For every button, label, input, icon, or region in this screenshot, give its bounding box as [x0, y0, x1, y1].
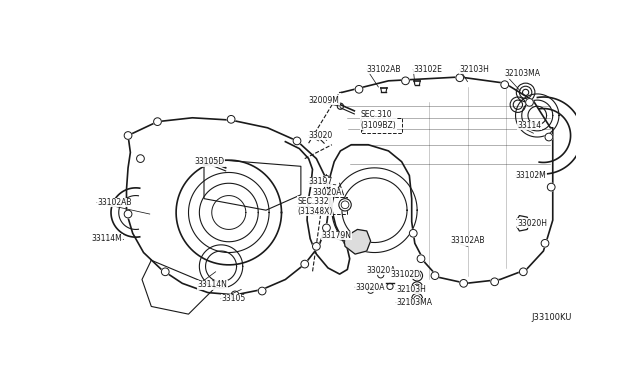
Circle shape: [355, 86, 363, 93]
Text: 33105: 33105: [221, 294, 245, 303]
Text: 33020A: 33020A: [367, 266, 396, 275]
Text: 33020A: 33020A: [312, 188, 342, 197]
Text: 32009M: 32009M: [308, 96, 339, 105]
Circle shape: [431, 272, 439, 279]
Circle shape: [231, 291, 239, 299]
Circle shape: [541, 240, 549, 247]
Circle shape: [367, 287, 374, 294]
Circle shape: [259, 287, 266, 295]
Circle shape: [339, 199, 351, 211]
Text: 32103H: 32103H: [460, 65, 490, 74]
Text: 32103MA: 32103MA: [505, 70, 541, 78]
Text: 33102E: 33102E: [413, 65, 442, 74]
Circle shape: [227, 115, 235, 123]
Circle shape: [417, 255, 425, 263]
Circle shape: [456, 74, 463, 81]
Circle shape: [520, 268, 527, 276]
Text: 33102M: 33102M: [516, 171, 547, 180]
Circle shape: [312, 243, 320, 250]
Circle shape: [525, 99, 533, 106]
Text: 33114N: 33114N: [198, 280, 228, 289]
Circle shape: [124, 132, 132, 140]
Circle shape: [545, 133, 553, 141]
Text: 33102AB: 33102AB: [367, 65, 401, 74]
Text: SEC.332
(31348X): SEC.332 (31348X): [297, 197, 332, 216]
Circle shape: [501, 81, 509, 89]
Circle shape: [412, 294, 422, 304]
Text: 33020H: 33020H: [518, 219, 548, 228]
Circle shape: [337, 103, 344, 109]
Circle shape: [412, 270, 422, 281]
Circle shape: [412, 282, 422, 293]
Text: 33114M: 33114M: [92, 234, 122, 243]
Circle shape: [136, 155, 145, 163]
Text: 32103H: 32103H: [396, 285, 426, 294]
Circle shape: [387, 283, 393, 289]
Text: 33197: 33197: [308, 177, 333, 186]
Text: 32103MA: 32103MA: [396, 298, 432, 307]
Text: J33100KU: J33100KU: [531, 314, 572, 323]
Circle shape: [301, 260, 308, 268]
Circle shape: [124, 210, 132, 218]
Circle shape: [161, 268, 169, 276]
Text: 33020A: 33020A: [355, 283, 385, 292]
Text: 33114: 33114: [518, 121, 542, 130]
Circle shape: [410, 230, 417, 237]
Text: SEC.310
(3109BZ): SEC.310 (3109BZ): [360, 110, 396, 130]
Polygon shape: [344, 230, 371, 254]
Circle shape: [402, 77, 410, 85]
Circle shape: [547, 183, 555, 191]
Circle shape: [293, 137, 301, 145]
Text: 33102AB: 33102AB: [97, 198, 132, 207]
Text: 33105D: 33105D: [195, 157, 225, 166]
Circle shape: [460, 279, 467, 287]
Circle shape: [323, 224, 330, 232]
Circle shape: [378, 272, 384, 278]
Circle shape: [491, 278, 499, 286]
Text: 33179N: 33179N: [322, 231, 352, 240]
Text: 33102D: 33102D: [390, 270, 420, 279]
Circle shape: [154, 118, 161, 125]
Text: 33020: 33020: [308, 131, 333, 140]
Circle shape: [323, 176, 330, 183]
Text: 33102AB: 33102AB: [451, 237, 485, 246]
